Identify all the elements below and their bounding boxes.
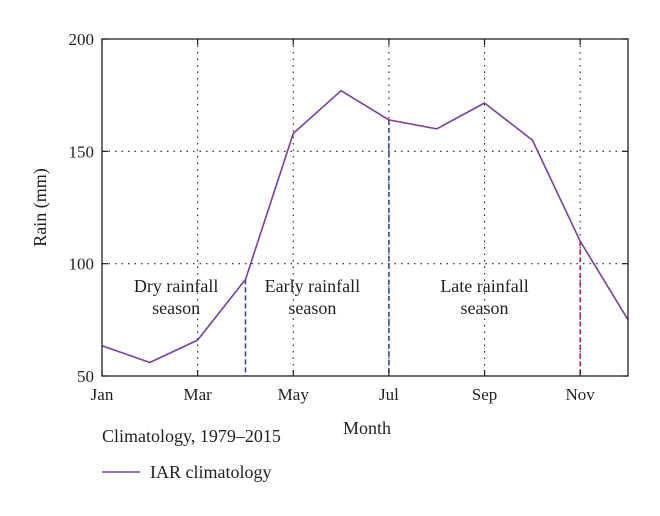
axis-ticks: 50 100 150 200 Jan Mar May Jul Sep Nov [69,30,628,404]
season-annotations: Dry rainfall season Early rainfall season La… [134,276,529,318]
plot-frame [101,38,629,377]
x-tick-label: May [278,385,310,404]
season-annotation: Dry rainfall season [134,276,218,318]
grid-lines [102,39,628,376]
season-annotation: Late rainfall season [440,276,528,318]
y-axis-label: Rain (mm) [30,168,51,247]
y-tick-label: 200 [69,30,95,49]
series-layer [101,89,629,364]
x-tick-label: Nov [566,385,596,404]
x-tick-label: Mar [183,385,212,404]
x-tick-label: Jul [379,385,399,404]
legend: Climatology, 1979–2015 IAR climatology [102,426,281,482]
x-tick-label: Sep [472,385,498,404]
x-axis-label: Month [343,418,391,438]
y-tick-label: 100 [69,255,95,274]
series-line-iar-climatology [101,89,629,364]
season-annotation: Early rainfall season [265,276,360,318]
x-tick-label: Jan [91,385,114,404]
season-boundaries [244,119,581,376]
y-tick-label: 50 [77,367,94,386]
legend-entry-label: IAR climatology [150,462,271,482]
y-tick-label: 150 [69,142,95,161]
legend-title: Climatology, 1979–2015 [102,426,281,446]
